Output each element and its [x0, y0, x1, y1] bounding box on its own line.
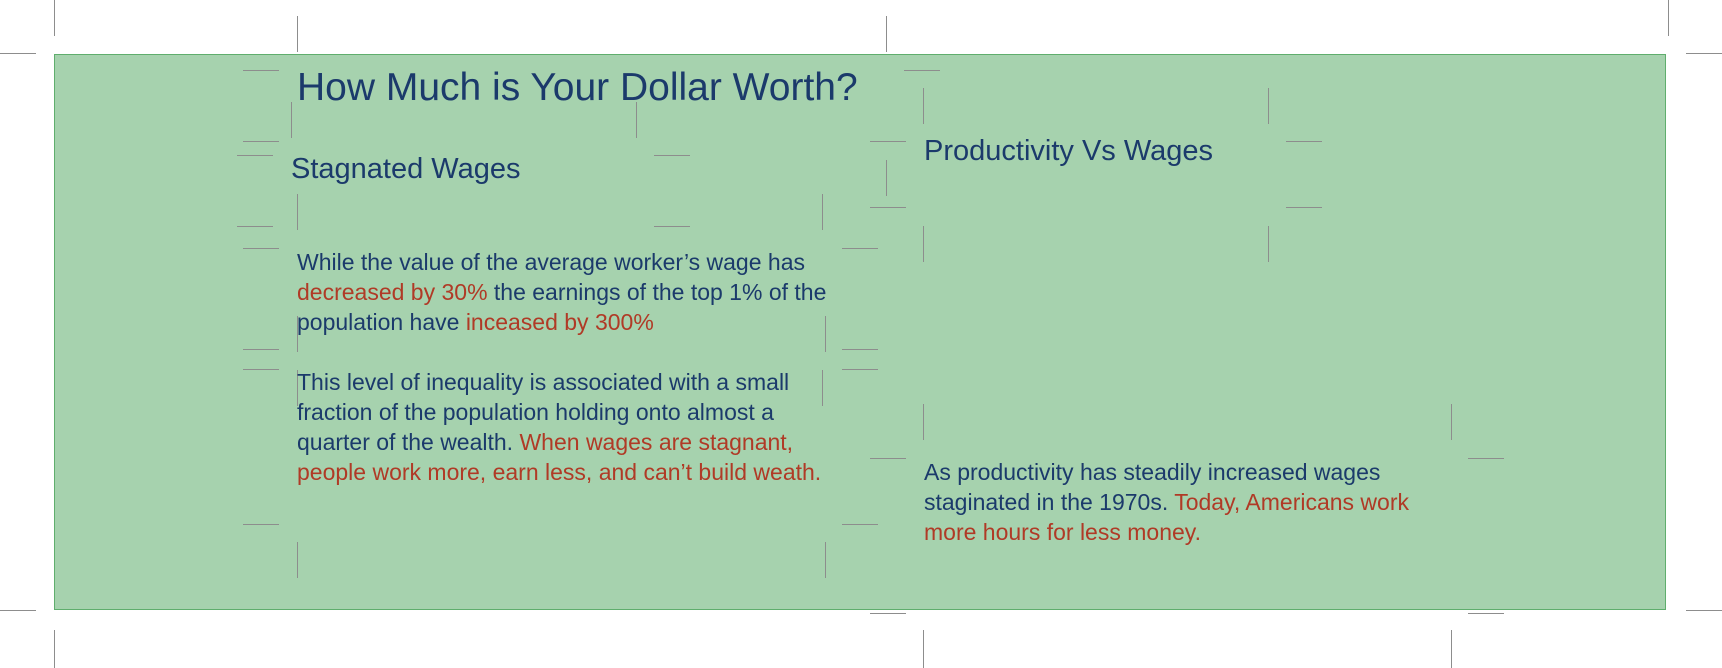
productivity-paragraph: As productivity has steadily increased w… [924, 457, 1464, 547]
highlight-text: When wages are stagnant, people work mor… [297, 429, 822, 485]
inequality-paragraph: This level of inequality is associated w… [297, 367, 837, 487]
highlight-text: decreased by 30% [297, 279, 488, 305]
wage-change-paragraph: While the value of the average worker’s … [297, 247, 837, 337]
productivity-vs-wages-heading: Productivity Vs Wages [924, 135, 1214, 167]
highlight-text: inceased by 300% [465, 309, 654, 335]
paragraph-text: the earnings of the top 1% of the popula… [297, 279, 827, 335]
paragraph-text: This level of inequality is associated w… [297, 369, 790, 455]
stagnated-wages-heading: Stagnated Wages [291, 153, 521, 185]
highlight-text: Today, Americans work more hours for les… [924, 489, 1409, 545]
page-title: How Much is Your Dollar Worth? [297, 66, 858, 109]
flyer-panel [54, 54, 1666, 610]
paragraph-text: While the value of the average worker’s … [297, 249, 805, 275]
paragraph-text: As productivity has steadily increased w… [924, 459, 1381, 515]
